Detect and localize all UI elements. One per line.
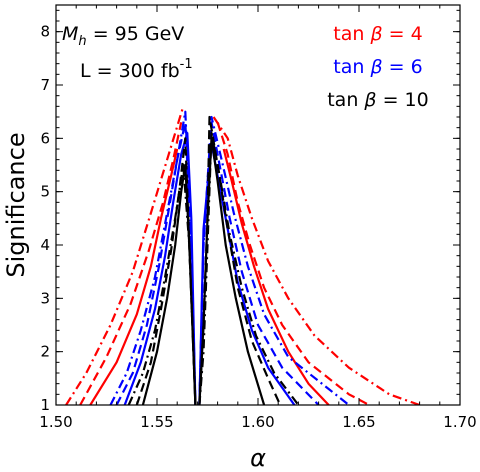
legend-prefix: tan	[333, 56, 370, 78]
legend-greek: β	[369, 56, 382, 78]
series-line-tanb6-dashed-right	[198, 121, 320, 405]
y-axis-title: Significance	[2, 132, 30, 277]
y-tick-label: 5	[40, 183, 50, 201]
mass-annotation: Mh = 95 GeV	[62, 23, 184, 49]
mass-symbol: M	[62, 23, 78, 45]
series-line-tanb4-solid-left	[89, 148, 179, 405]
series-line-tanb4-dashdot-right	[212, 116, 420, 405]
x-axis-title: α	[250, 444, 266, 472]
lumi-value: L = 300 fb	[80, 60, 180, 82]
legend-entry-tanb-4: tan β = 4	[333, 23, 422, 45]
series-line-tanb6-dashdot-right	[198, 115, 350, 405]
series-line-tanb10-dashed-left	[135, 137, 197, 405]
lumi-superscript: -1	[180, 57, 193, 72]
x-tick-label: 1.55	[140, 413, 173, 431]
legend-greek: β	[363, 89, 376, 111]
mass-value: = 95 GeV	[87, 23, 185, 45]
y-tick-label: 6	[40, 129, 50, 147]
legend-entry-tanb-10: tan β = 10	[327, 89, 429, 111]
x-tick-label: 1.65	[342, 413, 375, 431]
y-tick-label: 2	[40, 343, 50, 361]
y-tick-label: 1	[40, 396, 50, 414]
series-line-tanb4-solid-right	[222, 148, 330, 405]
legend-suffix: = 4	[383, 23, 423, 45]
series-line-tanb10-dashdot-right	[198, 131, 300, 405]
legend-greek: β	[369, 23, 382, 45]
series-line-tanb6-solid-left	[123, 131, 197, 405]
legend-suffix: = 6	[383, 56, 423, 78]
lumi-annotation: L = 300 fb-1	[80, 57, 193, 82]
ticks-layer	[55, 5, 461, 406]
series-layer	[65, 105, 420, 405]
tick-labels-layer: 1.50 1.55 1.60 1.65 1.70 1 2 3 4 5 6 7 8	[39, 23, 476, 431]
mass-subscript: h	[78, 34, 86, 49]
series-line-tanb6-dashdot-left	[109, 110, 197, 405]
y-tick-label: 4	[40, 236, 50, 254]
series-line-tanb4-dashed-left	[79, 122, 183, 405]
series-line-tanb4-dashdot-left	[65, 105, 185, 405]
series-line-tanb4-dashed-right	[216, 121, 370, 405]
y-tick-label: 8	[40, 23, 50, 41]
legend-entry-tanb-6: tan β = 6	[333, 56, 422, 78]
x-tick-label: 1.60	[241, 413, 274, 431]
y-tick-label: 7	[40, 76, 50, 94]
series-line-tanb10-dashdot-left	[127, 163, 197, 405]
x-tick-label: 1.70	[443, 413, 476, 431]
legend-prefix: tan	[327, 89, 364, 111]
legend-suffix: = 10	[377, 89, 429, 111]
x-tick-label: 1.50	[39, 413, 72, 431]
legend-prefix: tan	[333, 23, 370, 45]
y-tick-label: 3	[40, 289, 50, 307]
